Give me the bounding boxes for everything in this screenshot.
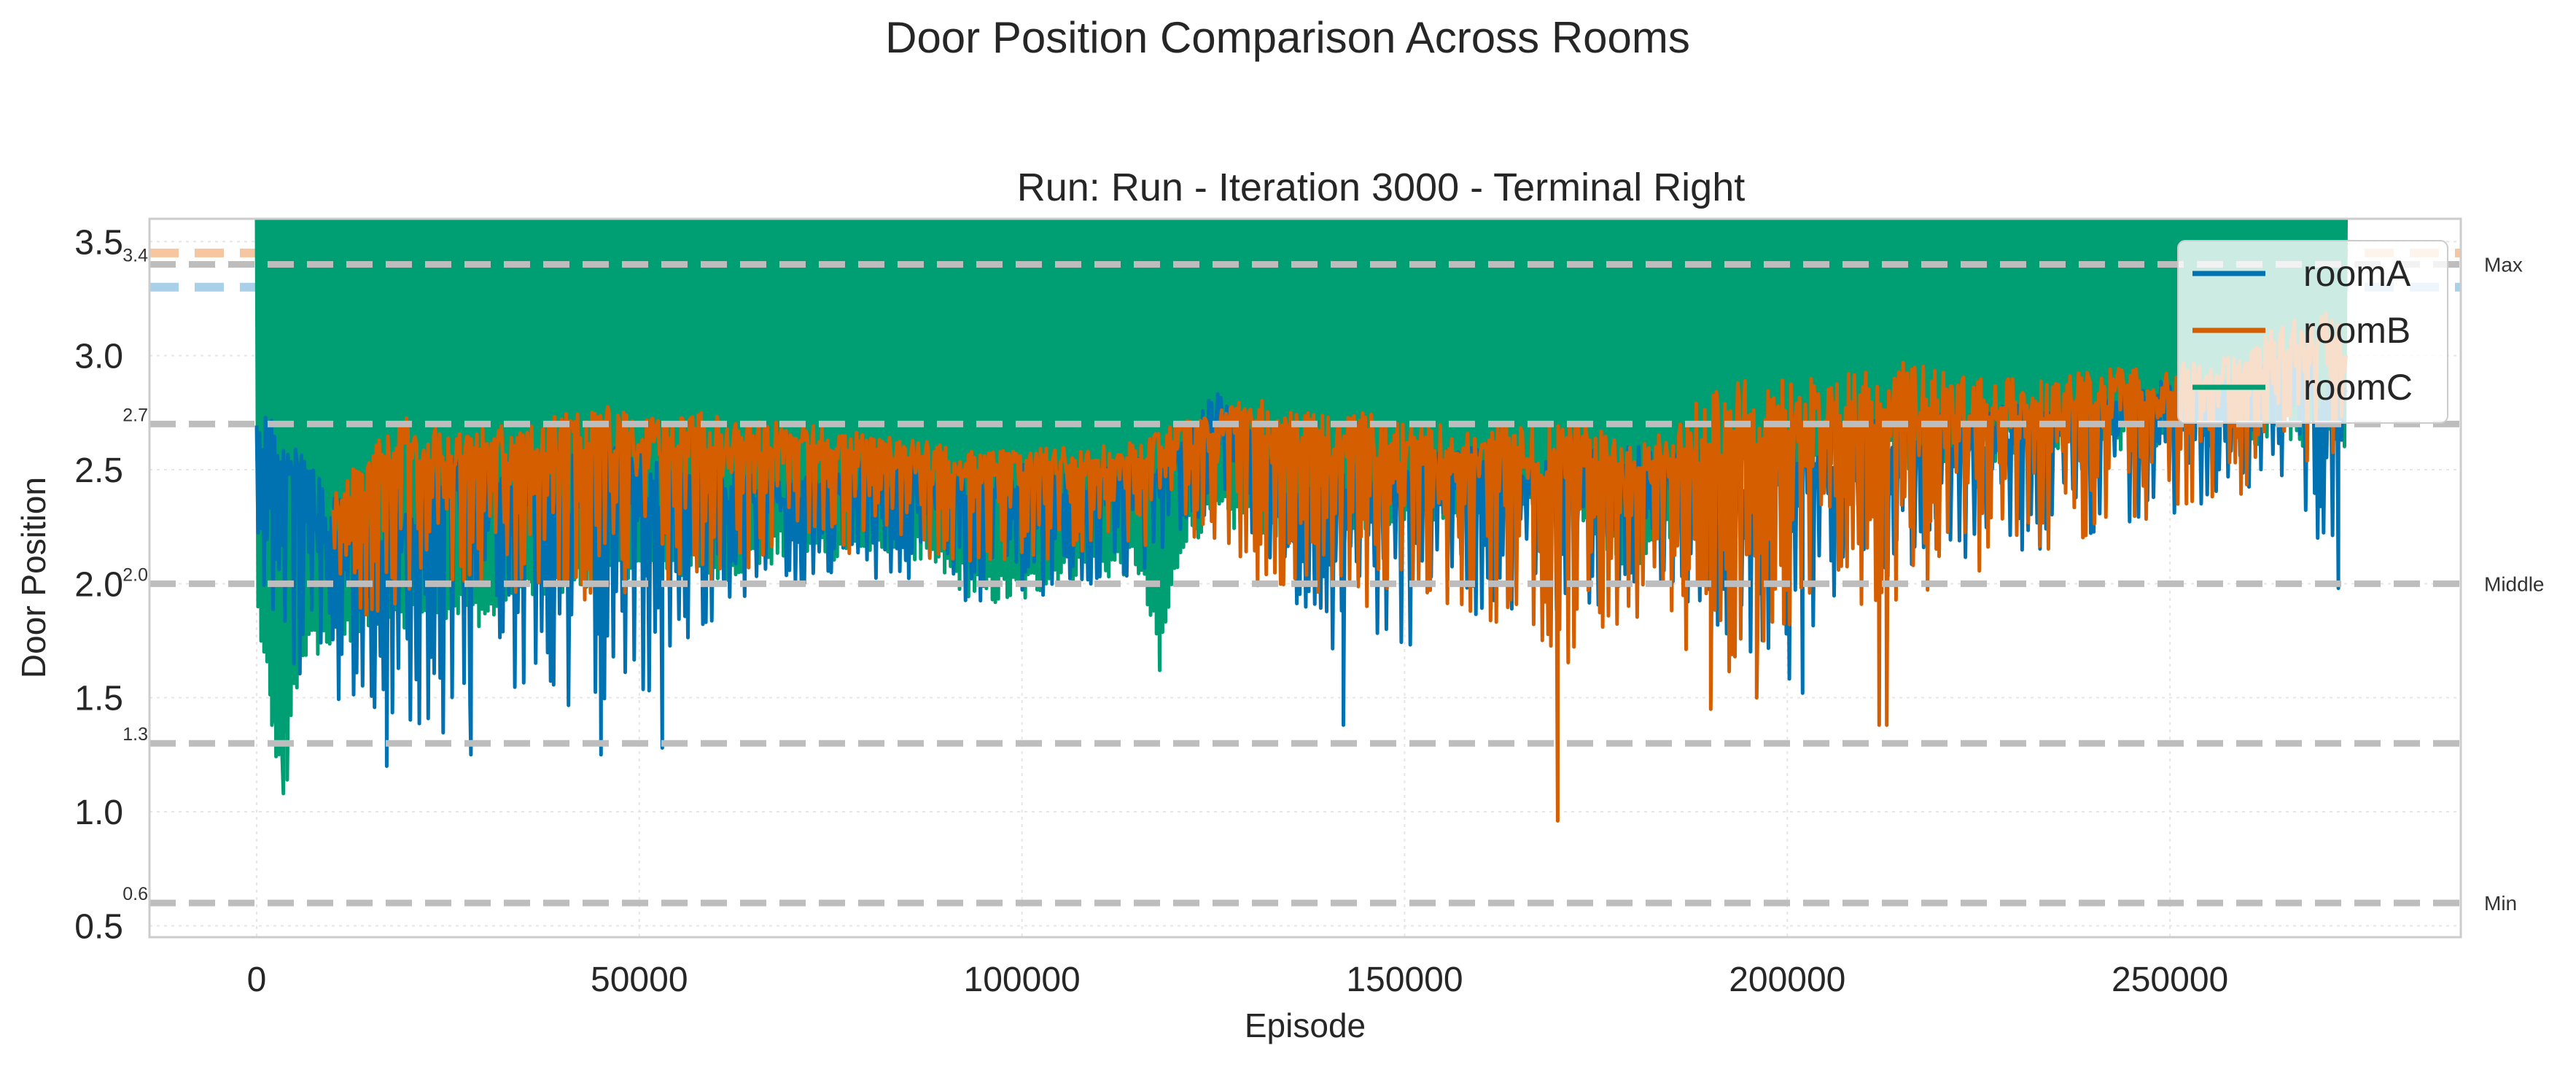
x-tick-label: 200000 — [1729, 961, 1845, 999]
reference-right-label-4: Min — [2484, 892, 2517, 915]
x-tick-label: 250000 — [2112, 961, 2228, 999]
legend-label-roomC: roomC — [2303, 367, 2413, 408]
x-tick-label: 100000 — [964, 961, 1081, 999]
reference-left-label-3: 1.3 — [122, 724, 148, 745]
reference-right-label-2: Middle — [2484, 573, 2544, 595]
plot-frame — [148, 217, 2462, 939]
y-tick-label: 1.0 — [74, 794, 123, 832]
y-tick-label: 1.5 — [74, 680, 123, 718]
reference-right-label-0: Max — [2484, 254, 2523, 276]
reference-left-label-2: 2.0 — [122, 564, 148, 585]
y-axis-ticks: 0.5 1.0 1.5 2.0 2.5 3.0 3.5 — [74, 223, 123, 946]
reference-left-label-0: 3.4 — [122, 246, 148, 266]
y-tick-label: 3.5 — [74, 223, 123, 262]
y-tick-label: 2.0 — [74, 565, 123, 604]
y-tick-label: 2.5 — [74, 451, 123, 490]
x-tick-label: 150000 — [1346, 961, 1463, 999]
reference-lines: 3.4 Max 2.7 2.0 Middle 1.3 0.6 Min — [122, 246, 2544, 915]
legend-label-roomA: roomA — [2303, 253, 2411, 294]
x-axis-ticks: 0 50000 100000 150000 200000 250000 — [247, 961, 2229, 999]
x-tick-label: 50000 — [591, 961, 688, 999]
x-tick-label: 0 — [247, 961, 267, 999]
x-axis-label: Episode — [1245, 1006, 1366, 1044]
reference-left-label-4: 0.6 — [122, 884, 148, 904]
legend-box — [2177, 240, 2448, 424]
chart-title: Run: Run - Iteration 3000 - Terminal Rig… — [1017, 166, 1746, 209]
y-tick-label: 0.5 — [74, 907, 123, 946]
reference-left-label-1: 2.7 — [122, 405, 148, 425]
y-tick-label: 3.0 — [74, 338, 123, 376]
y-axis-label: Door Position — [15, 477, 52, 678]
legend-label-roomB: roomB — [2303, 310, 2410, 351]
legend: roomA roomB roomC — [2177, 240, 2448, 424]
series-line-roomB — [331, 311, 2348, 823]
figure-suptitle: Door Position Comparison Across Rooms — [885, 13, 1690, 62]
